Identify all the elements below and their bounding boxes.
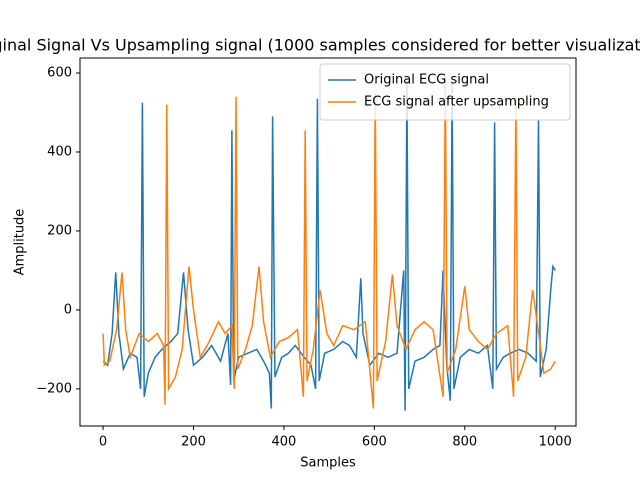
legend-label: Original ECG signal bbox=[364, 73, 489, 88]
chart-title: Original Signal Vs Upsampling signal (10… bbox=[0, 36, 640, 55]
x-axis-label: Samples bbox=[300, 456, 356, 471]
x-tick-label: 200 bbox=[181, 435, 206, 450]
x-tick-label: 600 bbox=[362, 435, 387, 450]
legend-box bbox=[319, 63, 571, 121]
legend-label: ECG signal after upsampling bbox=[364, 95, 549, 110]
y-tick-label: 200 bbox=[47, 223, 72, 238]
series-line bbox=[102, 80, 556, 411]
x-tick-label: 0 bbox=[99, 435, 107, 450]
plot-frame bbox=[79, 57, 577, 427]
y-tick-label: 400 bbox=[47, 144, 72, 159]
x-tick-label: 400 bbox=[272, 435, 297, 450]
y-axis-label: Amplitude bbox=[13, 209, 28, 276]
x-tick-label: 1000 bbox=[539, 435, 572, 450]
y-tick-label: 0 bbox=[64, 302, 72, 317]
series-line bbox=[102, 76, 556, 409]
y-tick-label: −200 bbox=[36, 381, 72, 396]
y-tick-label: 600 bbox=[47, 66, 72, 81]
x-tick-label: 800 bbox=[452, 435, 477, 450]
